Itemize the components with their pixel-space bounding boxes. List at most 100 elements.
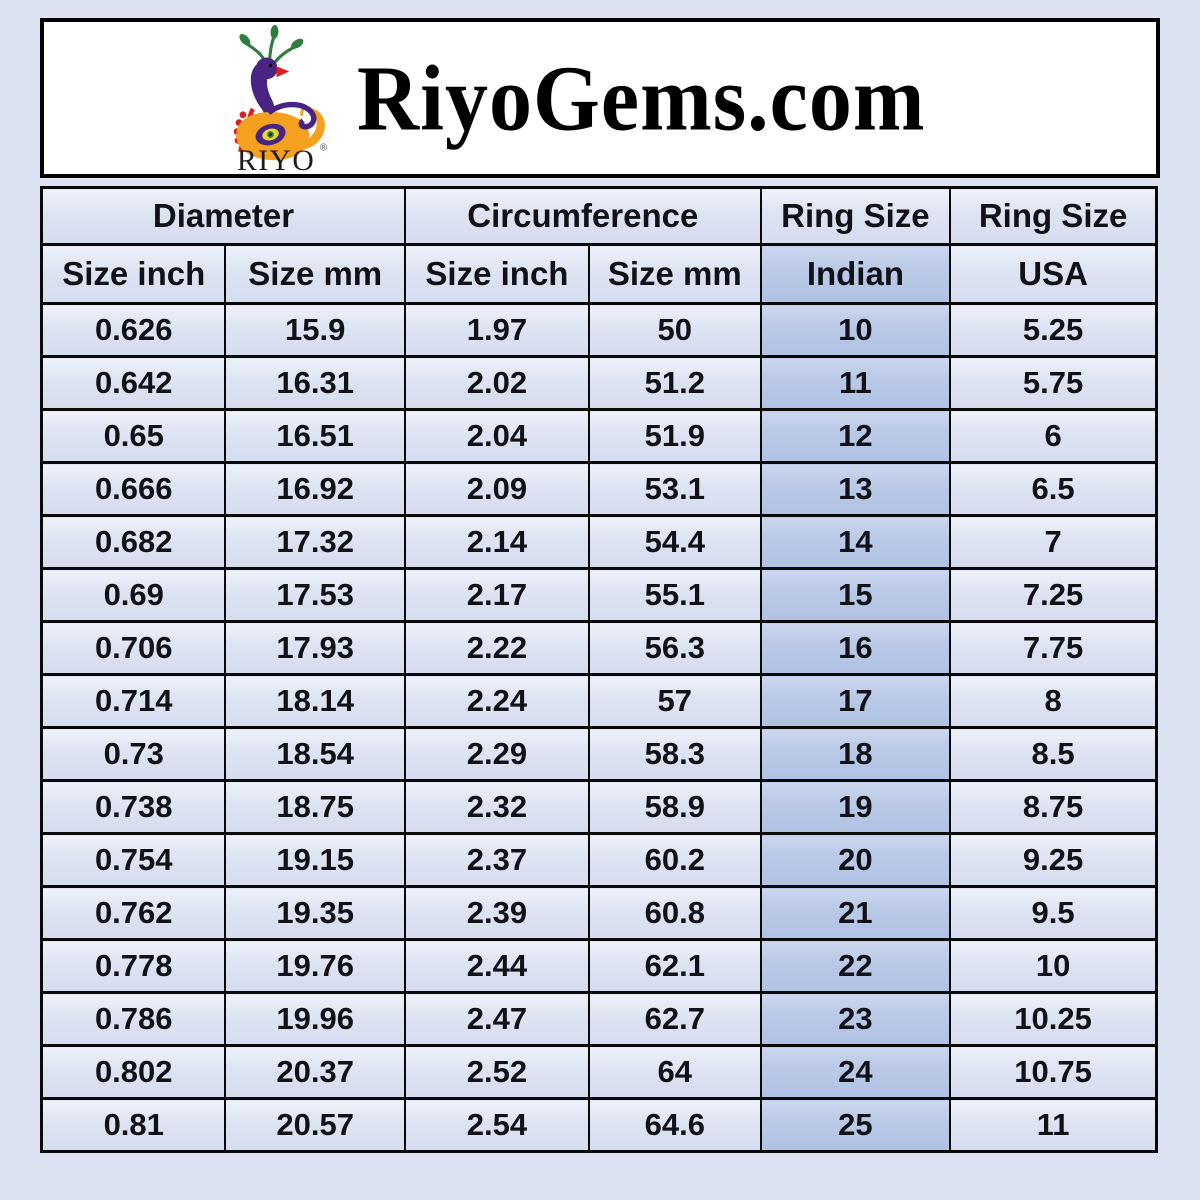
cell-circumference-size-inch: 2.24 [403, 673, 590, 729]
cell-circumference-size-inch: 2.17 [403, 567, 590, 623]
cell-diameter-size-inch: 0.666 [40, 461, 227, 517]
cell-ring-size-indian: 15 [759, 567, 952, 623]
cell-circumference-size-mm: 58.3 [587, 726, 762, 782]
cell-diameter-size-mm: 17.32 [224, 514, 406, 570]
cell-circumference-size-inch: 2.02 [403, 355, 590, 411]
table-row: 0.802 20.37 2.52 64 24 10.75 [40, 1044, 1158, 1100]
sub-header-row: Size inch Size mm Size inch Size mm Indi… [40, 243, 1158, 305]
subheader-circumference-size-mm: Size mm [587, 243, 762, 305]
cell-circumference-size-mm: 54.4 [587, 514, 762, 570]
header-diameter: Diameter [40, 186, 406, 246]
peacock-icon: RIYO ® [233, 24, 328, 177]
cell-diameter-size-inch: 0.626 [40, 302, 227, 358]
table-row: 0.65 16.51 2.04 51.9 12 6 [40, 408, 1158, 464]
cell-ring-size-indian: 16 [759, 620, 952, 676]
cell-circumference-size-mm: 51.9 [587, 408, 762, 464]
cell-circumference-size-inch: 2.52 [403, 1044, 590, 1100]
cell-diameter-size-inch: 0.754 [40, 832, 227, 888]
cell-ring-size-indian: 19 [759, 779, 952, 835]
table-row: 0.738 18.75 2.32 58.9 19 8.75 [40, 779, 1158, 835]
cell-ring-size-indian: 23 [759, 991, 952, 1047]
subheader-diameter-size-mm: Size mm [224, 243, 406, 305]
cell-circumference-size-inch: 2.54 [403, 1097, 590, 1153]
cell-diameter-size-inch: 0.642 [40, 355, 227, 411]
cell-circumference-size-inch: 2.22 [403, 620, 590, 676]
cell-diameter-size-mm: 16.31 [224, 355, 406, 411]
subheader-indian: Indian [759, 243, 952, 305]
cell-diameter-size-mm: 15.9 [224, 302, 406, 358]
table-row: 0.626 15.9 1.97 50 10 5.25 [40, 302, 1158, 358]
cell-circumference-size-inch: 2.44 [403, 938, 590, 994]
cell-circumference-size-mm: 62.7 [587, 991, 762, 1047]
cell-ring-size-usa: 7.75 [949, 620, 1158, 676]
table-row: 0.69 17.53 2.17 55.1 15 7.25 [40, 567, 1158, 623]
cell-ring-size-usa: 5.75 [949, 355, 1158, 411]
header-ring-size-usa-group: Ring Size [949, 186, 1158, 246]
cell-diameter-size-inch: 0.69 [40, 567, 227, 623]
cell-circumference-size-mm: 50 [587, 302, 762, 358]
cell-diameter-size-mm: 18.14 [224, 673, 406, 729]
brand-title: RiyoGems.com [357, 46, 926, 150]
table-row: 0.642 16.31 2.02 51.2 11 5.75 [40, 355, 1158, 411]
cell-circumference-size-mm: 53.1 [587, 461, 762, 517]
cell-diameter-size-mm: 19.35 [224, 885, 406, 941]
cell-diameter-size-mm: 17.53 [224, 567, 406, 623]
cell-ring-size-usa: 9.5 [949, 885, 1158, 941]
table-row: 0.73 18.54 2.29 58.3 18 8.5 [40, 726, 1158, 782]
table-header: Diameter Circumference Ring Size Ring Si… [40, 186, 1158, 305]
cell-ring-size-indian: 17 [759, 673, 952, 729]
subheader-circumference-size-inch: Size inch [403, 243, 590, 305]
cell-ring-size-usa: 7 [949, 514, 1158, 570]
cell-ring-size-indian: 22 [759, 938, 952, 994]
table-row: 0.762 19.35 2.39 60.8 21 9.5 [40, 885, 1158, 941]
cell-circumference-size-inch: 2.47 [403, 991, 590, 1047]
cell-diameter-size-mm: 19.76 [224, 938, 406, 994]
cell-diameter-size-inch: 0.81 [40, 1097, 227, 1153]
cell-ring-size-indian: 12 [759, 408, 952, 464]
cell-ring-size-indian: 25 [759, 1097, 952, 1153]
cell-circumference-size-mm: 55.1 [587, 567, 762, 623]
cell-ring-size-indian: 18 [759, 726, 952, 782]
cell-ring-size-indian: 20 [759, 832, 952, 888]
group-header-row: Diameter Circumference Ring Size Ring Si… [40, 186, 1158, 246]
table-row: 0.786 19.96 2.47 62.7 23 10.25 [40, 991, 1158, 1047]
cell-diameter-size-inch: 0.65 [40, 408, 227, 464]
cell-circumference-size-mm: 64 [587, 1044, 762, 1100]
cell-circumference-size-inch: 2.09 [403, 461, 590, 517]
cell-ring-size-indian: 14 [759, 514, 952, 570]
ring-size-conversion-table: Diameter Circumference Ring Size Ring Si… [40, 186, 1158, 1153]
riyo-peacock-logo: RIYO ® [202, 24, 347, 177]
cell-diameter-size-mm: 16.51 [224, 408, 406, 464]
cell-circumference-size-mm: 56.3 [587, 620, 762, 676]
cell-diameter-size-mm: 17.93 [224, 620, 406, 676]
cell-circumference-size-inch: 2.29 [403, 726, 590, 782]
table-row: 0.81 20.57 2.54 64.6 25 11 [40, 1097, 1158, 1153]
cell-diameter-size-mm: 19.15 [224, 832, 406, 888]
cell-ring-size-usa: 10.25 [949, 991, 1158, 1047]
logo-wordmark: RIYO [237, 145, 315, 172]
cell-ring-size-usa: 8.5 [949, 726, 1158, 782]
cell-ring-size-usa: 5.25 [949, 302, 1158, 358]
cell-ring-size-indian: 13 [759, 461, 952, 517]
cell-ring-size-usa: 9.25 [949, 832, 1158, 888]
table-row: 0.682 17.32 2.14 54.4 14 7 [40, 514, 1158, 570]
cell-diameter-size-inch: 0.714 [40, 673, 227, 729]
cell-ring-size-usa: 6 [949, 408, 1158, 464]
cell-circumference-size-mm: 60.8 [587, 885, 762, 941]
cell-ring-size-usa: 10.75 [949, 1044, 1158, 1100]
table-row: 0.706 17.93 2.22 56.3 16 7.75 [40, 620, 1158, 676]
subheader-diameter-size-inch: Size inch [40, 243, 227, 305]
cell-circumference-size-inch: 2.37 [403, 832, 590, 888]
cell-ring-size-usa: 7.25 [949, 567, 1158, 623]
cell-diameter-size-inch: 0.73 [40, 726, 227, 782]
cell-circumference-size-inch: 2.32 [403, 779, 590, 835]
cell-circumference-size-inch: 1.97 [403, 302, 590, 358]
cell-diameter-size-inch: 0.802 [40, 1044, 227, 1100]
table-row: 0.754 19.15 2.37 60.2 20 9.25 [40, 832, 1158, 888]
cell-diameter-size-inch: 0.682 [40, 514, 227, 570]
cell-ring-size-usa: 8 [949, 673, 1158, 729]
cell-diameter-size-inch: 0.778 [40, 938, 227, 994]
cell-ring-size-indian: 24 [759, 1044, 952, 1100]
cell-circumference-size-inch: 2.39 [403, 885, 590, 941]
cell-ring-size-indian: 10 [759, 302, 952, 358]
